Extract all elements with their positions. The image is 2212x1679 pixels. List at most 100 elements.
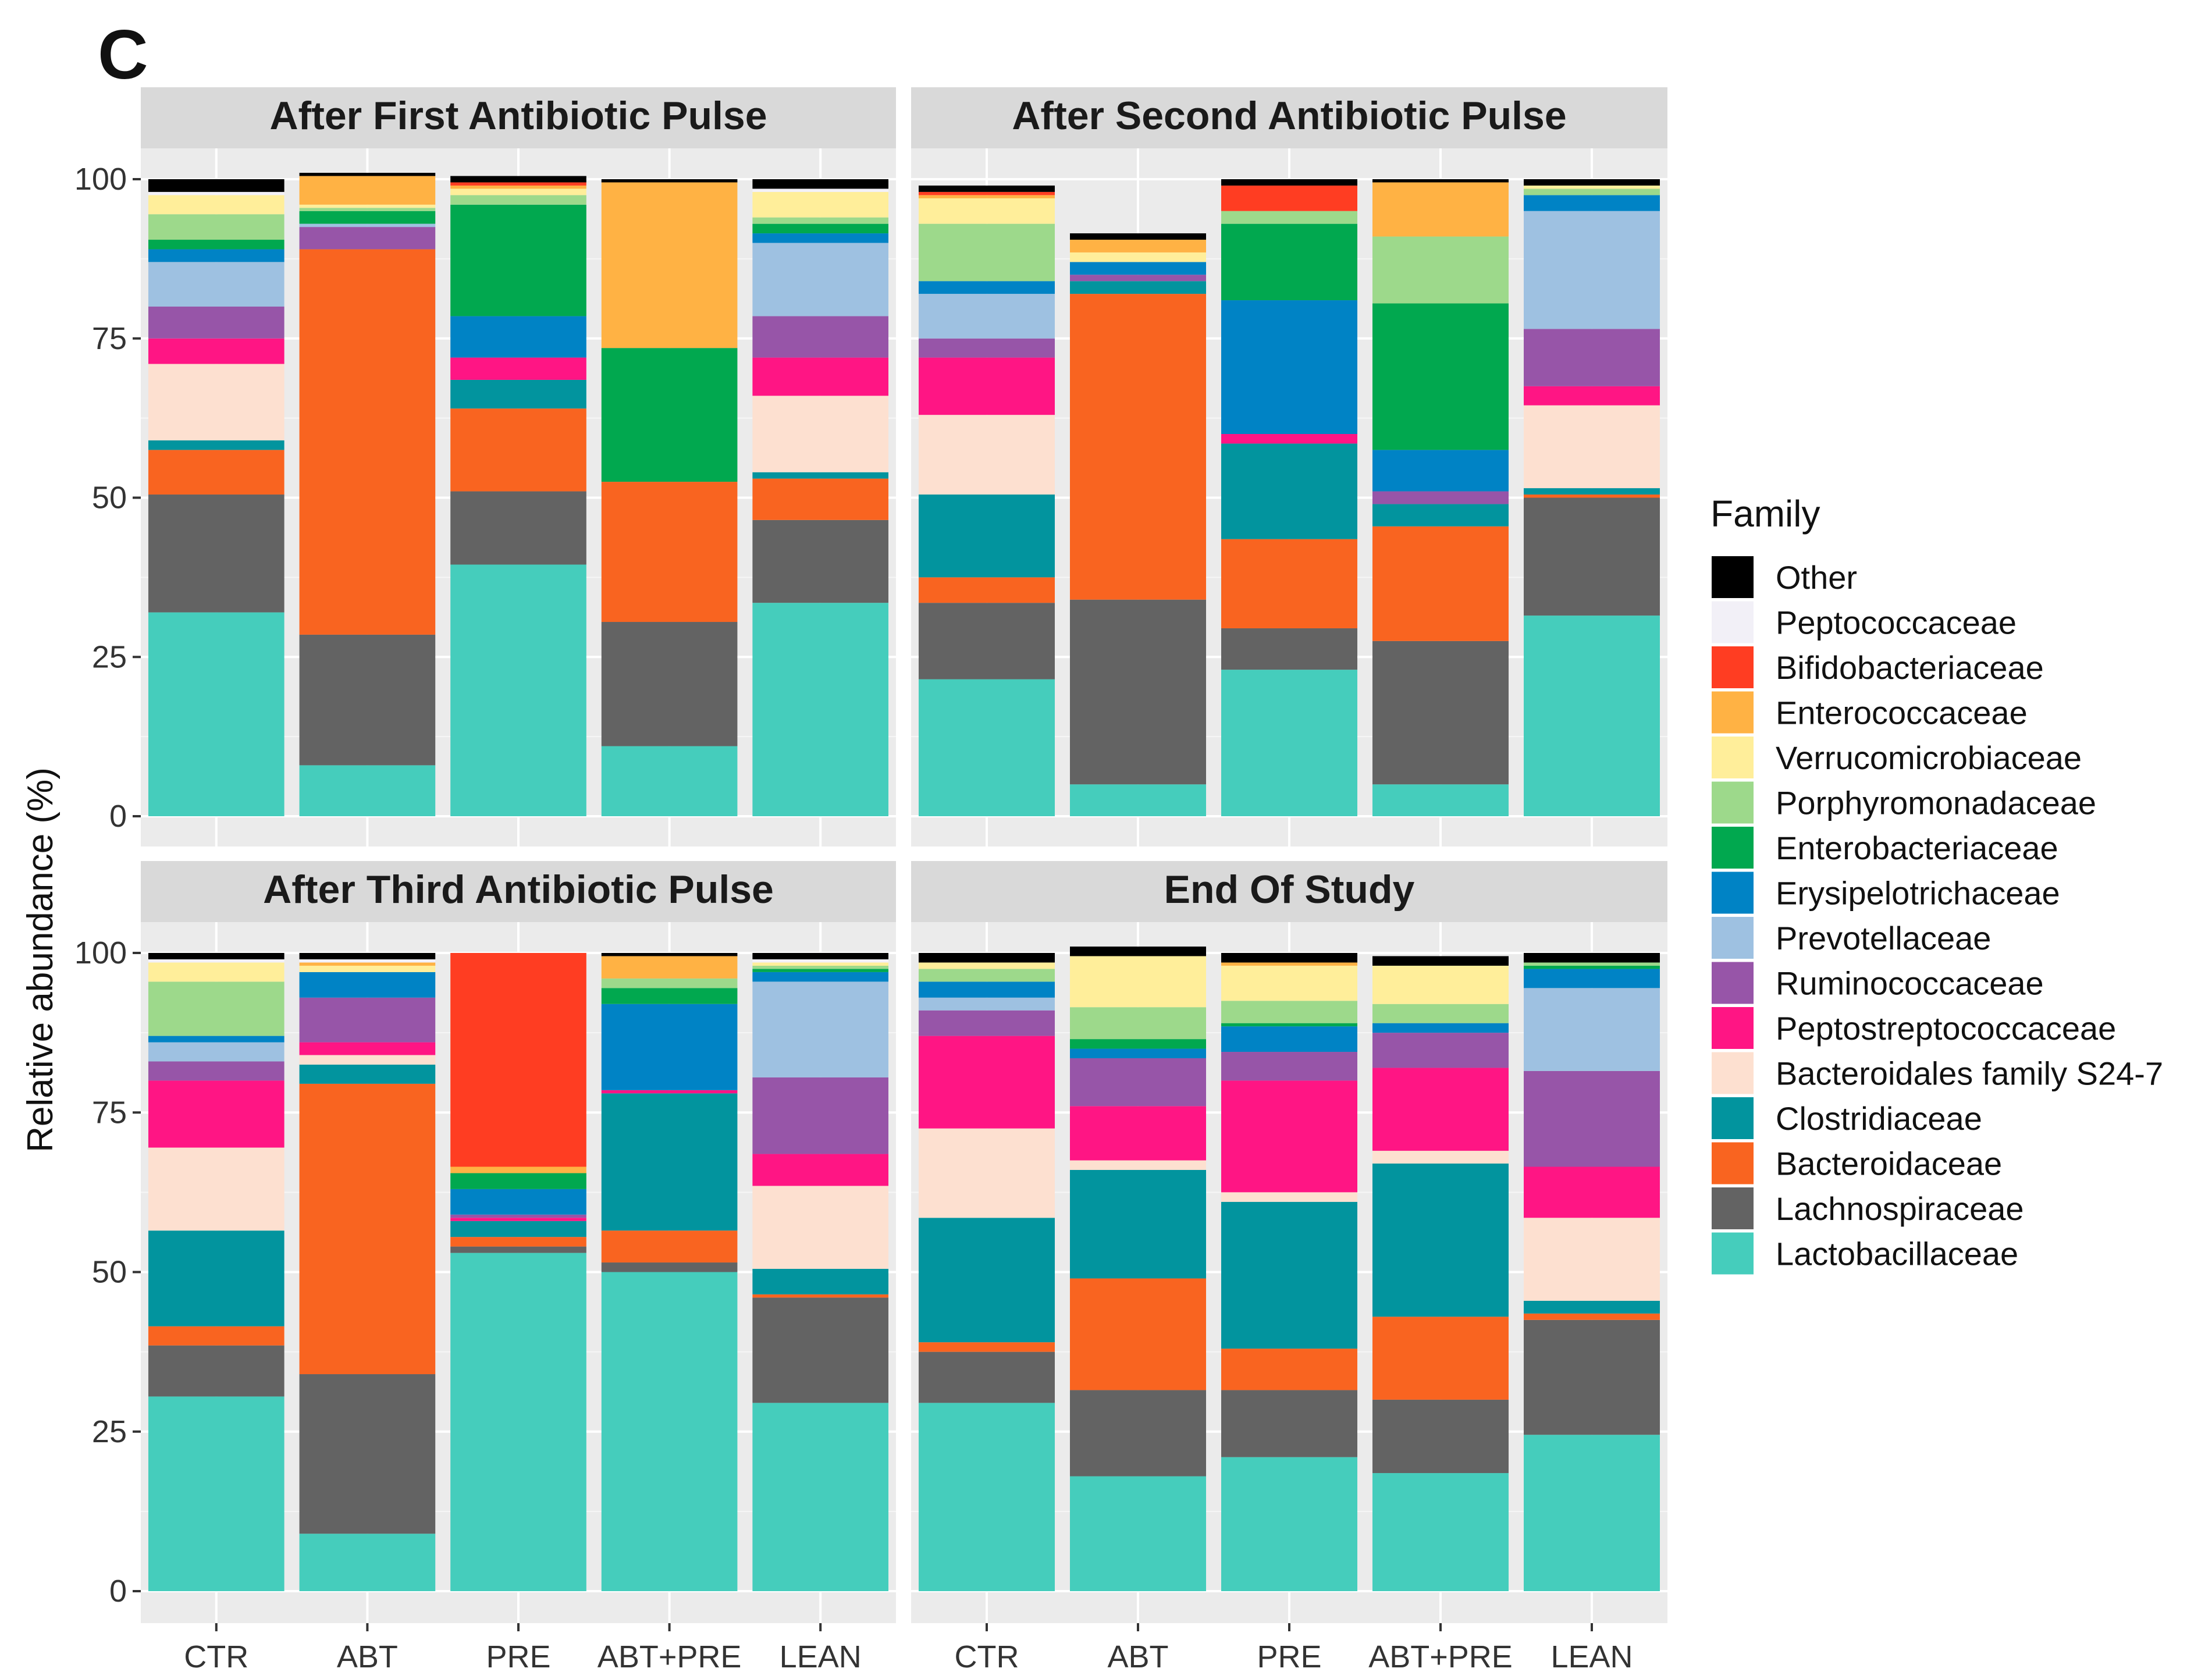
- bar-segment: [919, 1128, 1055, 1218]
- panel-title: After Third Antibiotic Pulse: [263, 867, 774, 912]
- bar-segment: [752, 217, 889, 224]
- bar-segment: [601, 179, 738, 183]
- bar-segment: [1524, 495, 1660, 498]
- bar-segment: [1221, 539, 1357, 628]
- bar-segment: [919, 198, 1055, 224]
- bar-segment: [1372, 1068, 1509, 1151]
- bar-segment: [601, 1090, 738, 1094]
- bar-segment: [1524, 405, 1660, 489]
- bar-segment: [1221, 1457, 1357, 1591]
- bar-segment: [299, 1083, 436, 1375]
- bar-segment: [299, 962, 436, 966]
- legend-swatch: [1712, 1187, 1754, 1229]
- legend-label: Verrucomicrobiaceae: [1776, 739, 2082, 776]
- bar-segment: [299, 997, 436, 1043]
- bar-segment: [919, 1342, 1055, 1352]
- facet-panel: After First Antibiotic Pulse 0 25 50 75 100: [74, 87, 896, 846]
- bar-segment: [450, 564, 586, 816]
- bar-segment: [601, 1004, 738, 1090]
- bar-segment: [1221, 670, 1357, 816]
- legend-swatch: [1712, 1052, 1754, 1094]
- y-tick-label: 0: [109, 1574, 127, 1609]
- legend-label: Lactobacillaceae: [1776, 1236, 2018, 1272]
- bar-segment: [1372, 641, 1509, 785]
- bar-segment: [1372, 450, 1509, 492]
- bar-segment: [1070, 1278, 1206, 1390]
- bar-segment: [1524, 1166, 1660, 1218]
- legend-item: Lactobacillaceae: [1712, 1232, 2018, 1275]
- bar-segment: [299, 204, 436, 208]
- bar-segment: [919, 294, 1055, 339]
- legend-swatch: [1712, 917, 1754, 959]
- bar-segment: [1524, 179, 1660, 186]
- bar-segment: [299, 211, 436, 224]
- bar-segment: [919, 1036, 1055, 1129]
- bar-segment: [1372, 1473, 1509, 1591]
- legend-item: Ruminococcaceae: [1712, 962, 2044, 1004]
- bar-segment: [1070, 1169, 1206, 1279]
- bar-segment: [1070, 1390, 1206, 1477]
- x-tick-label: ABT: [1107, 1639, 1168, 1674]
- facet-panel: End Of Study CTR ABT PRE ABT+PRE LEAN: [911, 861, 1667, 1674]
- bar-segment: [299, 953, 436, 959]
- panel-strip: [911, 87, 1667, 148]
- bar-segment: [148, 240, 284, 250]
- legend-swatch: [1712, 556, 1754, 598]
- bar-segment: [148, 364, 284, 440]
- bar-segment: [752, 223, 889, 234]
- bar-segment: [752, 959, 889, 963]
- legend-swatch: [1712, 962, 1754, 1004]
- bar-segment: [601, 348, 738, 482]
- bar-segment: [1372, 1151, 1509, 1164]
- bar-segment: [450, 316, 586, 358]
- bar-segment: [1221, 1349, 1357, 1390]
- bar-segment: [148, 962, 284, 982]
- bar-segment: [1372, 1164, 1509, 1317]
- bar-segment: [752, 188, 889, 192]
- bar-segment: [450, 185, 586, 189]
- x-tick-label: LEAN: [1550, 1639, 1633, 1674]
- legend-label: Clostridiaceae: [1776, 1100, 1982, 1137]
- bar-segment: [299, 223, 436, 227]
- bar-segment: [299, 173, 436, 176]
- bar-segment: [299, 1064, 436, 1084]
- legend-swatch: [1712, 1232, 1754, 1275]
- bar-segment: [450, 1214, 586, 1218]
- bar-segment: [148, 953, 284, 959]
- bar-segment: [148, 262, 284, 307]
- legend-item: Bacteroidaceae: [1712, 1142, 2002, 1184]
- legend-item: Erysipelotrichaceae: [1712, 871, 2060, 914]
- bar-segment: [752, 1294, 889, 1298]
- bar-segment: [752, 179, 889, 189]
- bar-segment: [450, 204, 586, 316]
- bar-segment: [919, 603, 1055, 680]
- bar-segment: [1372, 965, 1509, 1004]
- bar-segment: [1221, 953, 1357, 963]
- bar-segment: [450, 1246, 586, 1253]
- bar-segment: [601, 988, 738, 1004]
- bar-segment: [1524, 962, 1660, 966]
- bar-segment: [450, 1237, 586, 1247]
- bar-segment: [1372, 236, 1509, 304]
- bar-segment: [752, 478, 889, 520]
- legend-item: Peptostreptococcaceae: [1712, 1007, 2116, 1049]
- bar-segment: [450, 1218, 586, 1221]
- bar-segment: [752, 965, 889, 969]
- bar-segment: [299, 965, 436, 972]
- bar-segment: [299, 1055, 436, 1065]
- bar-segment: [601, 1272, 738, 1591]
- panel-title: End Of Study: [1164, 867, 1415, 912]
- bar-segment: [299, 1374, 436, 1534]
- bar-segment: [919, 415, 1055, 495]
- bar-segment: [1524, 988, 1660, 1071]
- bar-segment: [1221, 1192, 1357, 1202]
- bar-segment: [148, 249, 284, 262]
- bar-segment: [450, 195, 586, 205]
- bar-segment: [1221, 628, 1357, 670]
- bar-segment: [450, 1166, 586, 1173]
- bar-segment: [752, 191, 889, 218]
- bar-segment: [1524, 1435, 1660, 1591]
- y-tick-label: 100: [74, 162, 127, 197]
- y-tick-label: 75: [92, 321, 127, 356]
- bar-segment: [601, 1093, 738, 1231]
